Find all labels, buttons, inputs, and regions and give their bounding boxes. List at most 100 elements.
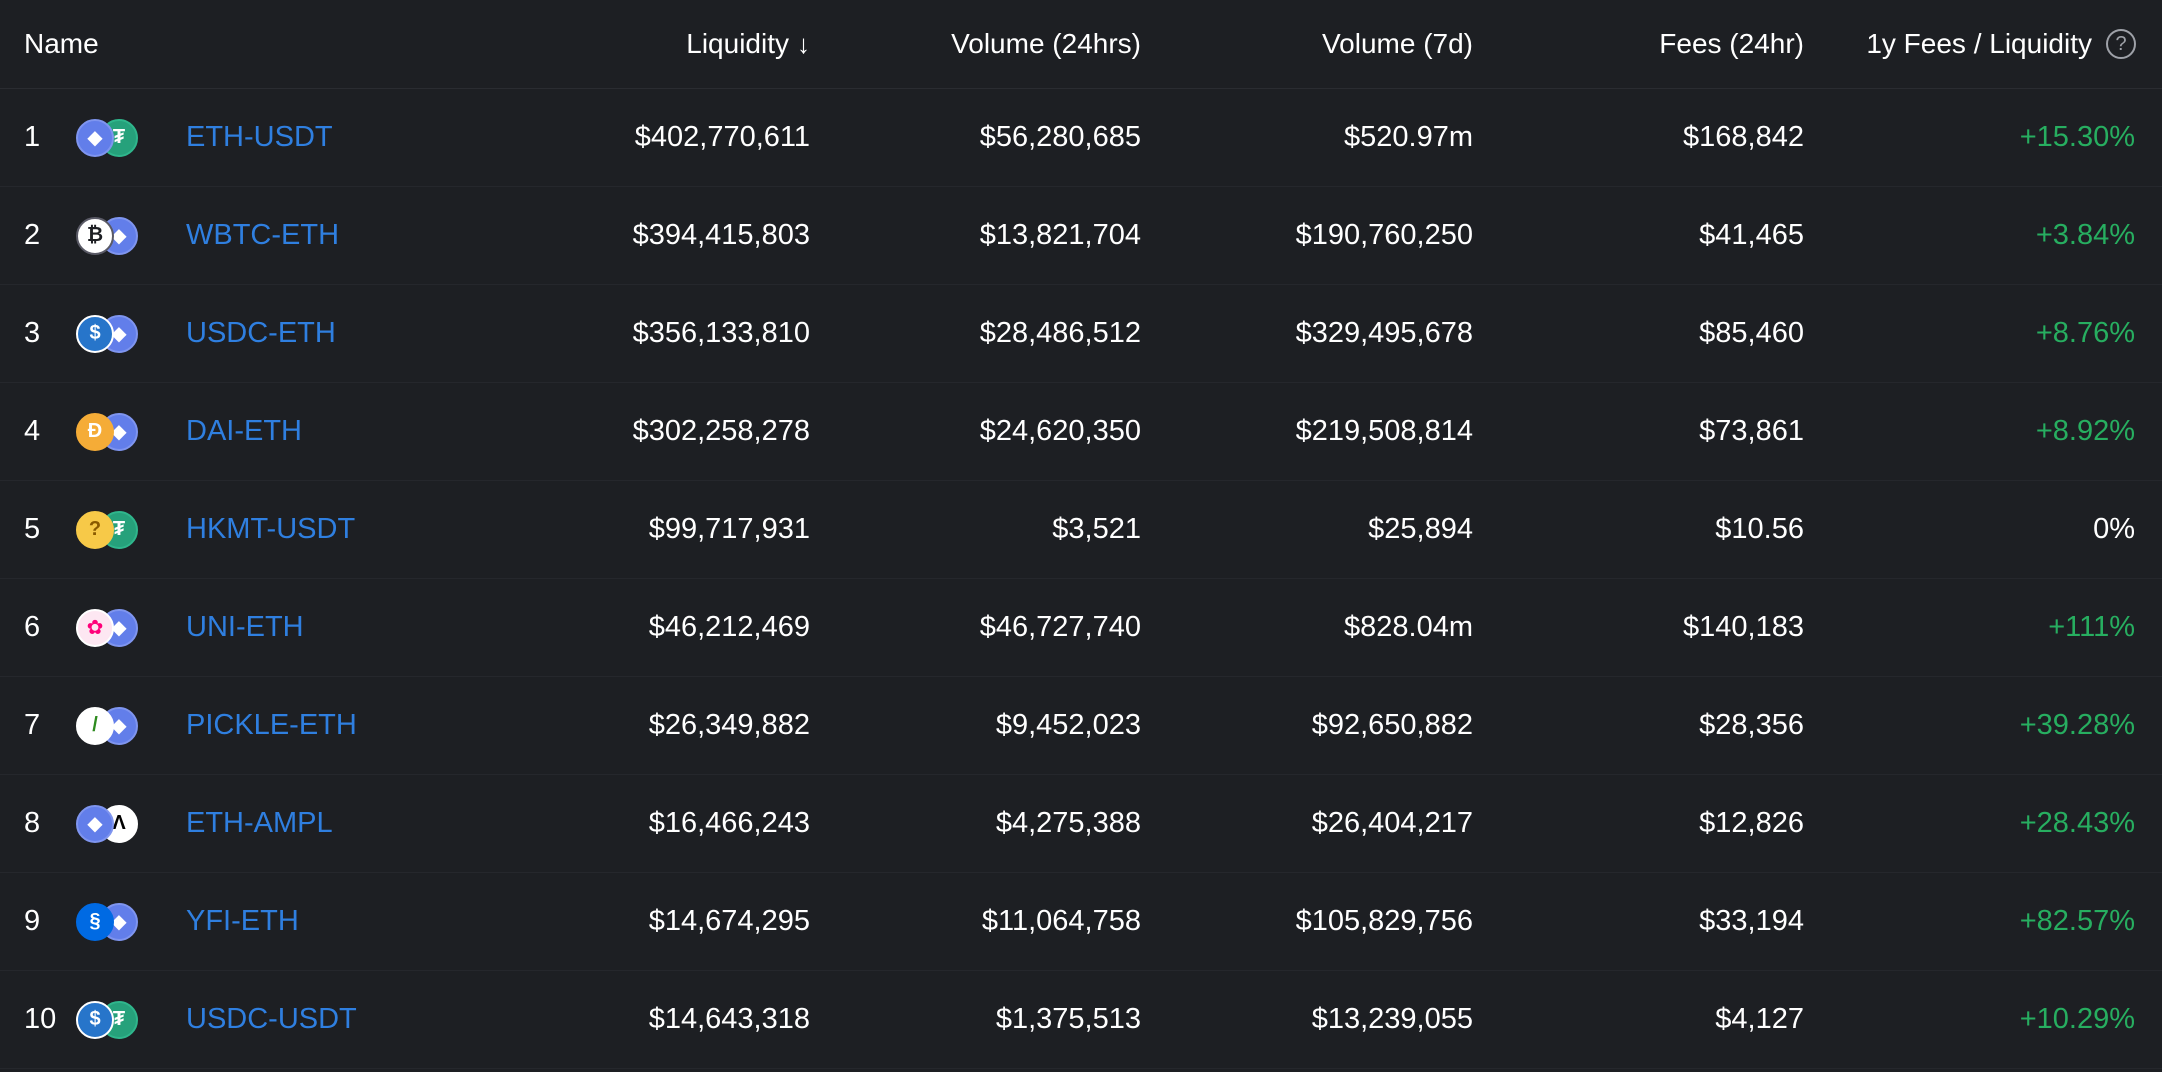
fees-liquidity-value: +28.43% <box>2019 807 2135 839</box>
liquidity-value: $402,770,611 <box>634 121 810 153</box>
pickle-icon: / <box>76 706 114 745</box>
fees-24h-value: $10.56 <box>1715 513 1804 545</box>
column-header-liquidity[interactable]: Liquidity ↓ <box>686 0 810 88</box>
pair-link[interactable]: DAI-ETH <box>186 415 302 447</box>
token-pair-icons: / ◆ <box>76 677 148 774</box>
pair-link[interactable]: UNI-ETH <box>186 611 304 643</box>
fees-24h-value: $168,842 <box>1683 121 1804 153</box>
volume-7d-value: $828.04m <box>1344 611 1473 643</box>
pair-link[interactable]: USDC-USDT <box>186 1003 357 1035</box>
liquidity-value: $356,133,810 <box>632 317 810 349</box>
fees-liquidity-value: 0% <box>2093 513 2135 545</box>
rank: 1 <box>24 121 41 153</box>
column-header-fees-liquidity-label: 1y Fees / Liquidity <box>1866 28 2092 59</box>
fees-liquidity-value: +8.92% <box>2035 415 2135 447</box>
rank: 8 <box>24 807 41 839</box>
volume-24h-value: $56,280,685 <box>979 121 1141 153</box>
column-header-volume-7d[interactable]: Volume (7d) <box>1322 28 1473 59</box>
pair-link[interactable]: HKMT-USDT <box>186 513 356 545</box>
table-row[interactable]: 1 ◆ ₮ ETH-USDT $402,770,611 $56,280,685 $… <box>0 89 2162 187</box>
yfi-icon: § <box>76 902 114 941</box>
liquidity-value: $99,717,931 <box>648 513 810 545</box>
liquidity-value: $16,466,243 <box>648 807 810 839</box>
volume-7d-value: $92,650,882 <box>1311 709 1473 741</box>
liquidity-value: $14,643,318 <box>648 1003 810 1035</box>
token-pair-icons: ₿ ◆ <box>76 187 148 284</box>
table-row[interactable]: 5 ? ₮ HKMT-USDT $99,717,931 $3,521 $25,89… <box>0 481 2162 579</box>
rank: 2 <box>24 219 41 251</box>
rank: 6 <box>24 611 41 643</box>
volume-24h-value: $24,620,350 <box>979 415 1141 447</box>
volume-24h-value: $13,821,704 <box>979 219 1141 251</box>
usdc-icon: $ <box>76 1000 114 1039</box>
fees-liquidity-value: +10.29% <box>2019 1003 2135 1035</box>
token-pair-icons: ✿ ◆ <box>76 579 148 676</box>
usdc-icon: $ <box>76 314 114 353</box>
volume-24h-value: $4,275,388 <box>995 807 1141 839</box>
volume-7d-value: $105,829,756 <box>1295 905 1473 937</box>
pair-link[interactable]: ETH-AMPL <box>186 807 333 839</box>
volume-7d-value: $13,239,055 <box>1311 1003 1473 1035</box>
column-header-name[interactable]: Name <box>24 28 99 59</box>
table-row[interactable]: 8 ◆ Λ ETH-AMPL $16,466,243 $4,275,388 $26… <box>0 775 2162 873</box>
column-header-fees-liquidity[interactable]: 1y Fees / Liquidity ? <box>1866 0 2136 88</box>
fees-24h-value: $4,127 <box>1715 1003 1804 1035</box>
token-pair-icons: ◆ ₮ <box>76 89 148 186</box>
volume-24h-value: $11,064,758 <box>981 905 1141 937</box>
fees-24h-value: $140,183 <box>1683 611 1804 643</box>
volume-24h-value: $46,727,740 <box>979 611 1141 643</box>
fees-24h-value: $28,356 <box>1699 709 1804 741</box>
table-row[interactable]: 6 ✿ ◆ UNI-ETH $46,212,469 $46,727,740 $82… <box>0 579 2162 677</box>
pair-link[interactable]: WBTC-ETH <box>186 219 340 251</box>
liquidity-value: $14,674,295 <box>648 905 810 937</box>
table-row[interactable]: 10 $ ₮ USDC-USDT $14,643,318 $1,375,513 $… <box>0 971 2162 1069</box>
liquidity-value: $302,258,278 <box>632 415 810 447</box>
fees-liquidity-value: +8.76% <box>2035 317 2135 349</box>
rank: 4 <box>24 415 41 447</box>
column-header-fees-24h[interactable]: Fees (24hr) <box>1659 28 1804 59</box>
volume-24h-value: $28,486,512 <box>979 317 1141 349</box>
token-pair-icons: $ ◆ <box>76 285 148 382</box>
volume-7d-value: $520.97m <box>1344 121 1473 153</box>
pair-link[interactable]: ETH-USDT <box>186 121 333 153</box>
token-pair-icons: § ◆ <box>76 873 148 970</box>
volume-7d-value: $190,760,250 <box>1295 219 1473 251</box>
eth-icon: ◆ <box>76 118 114 157</box>
column-header-liquidity-label: Liquidity <box>686 28 789 59</box>
eth-icon: ◆ <box>76 804 114 843</box>
liquidity-value: $394,415,803 <box>632 219 810 251</box>
table-header: Name Liquidity ↓ Volume (24hrs) Volume (… <box>0 0 2162 89</box>
uni-icon: ✿ <box>76 608 114 647</box>
fees-24h-value: $41,465 <box>1699 219 1804 251</box>
table-row[interactable]: 4 Đ ◆ DAI-ETH $302,258,278 $24,620,350 $2… <box>0 383 2162 481</box>
pair-link[interactable]: YFI-ETH <box>186 905 299 937</box>
volume-24h-value: $3,521 <box>1052 513 1141 545</box>
fees-24h-value: $12,826 <box>1699 807 1804 839</box>
volume-7d-value: $25,894 <box>1368 513 1473 545</box>
table-row[interactable]: 7 /◆ PICKLE-ETH $26,349,882 $9,452,023 $… <box>0 677 2162 775</box>
table-row[interactable]: 3 $ ◆ USDC-ETH $356,133,810 $28,486,512 $… <box>0 285 2162 383</box>
token-pair-icons: ? ₮ <box>76 481 148 578</box>
fees-liquidity-value: +3.84% <box>2035 219 2135 251</box>
volume-24h-value: $9,452,023 <box>995 709 1141 741</box>
rank: 3 <box>24 317 41 349</box>
pair-link[interactable]: PICKLE-ETH <box>186 709 357 741</box>
token-pair-icons: ◆ Λ <box>76 775 148 872</box>
sort-down-arrow-icon: ↓ <box>797 28 810 59</box>
pair-link[interactable]: USDC-ETH <box>186 317 336 349</box>
fees-24h-value: $73,861 <box>1699 415 1804 447</box>
dai-icon: Đ <box>76 412 114 451</box>
fees-liquidity-value: +111% <box>2048 611 2135 643</box>
volume-7d-value: $26,404,217 <box>1311 807 1473 839</box>
volume-7d-value: $329,495,678 <box>1295 317 1473 349</box>
liquidity-value: $26,349,882 <box>648 709 810 741</box>
rank: 10 <box>24 1003 57 1035</box>
table-row[interactable]: 2 ₿ ◆ WBTC-ETH $394,415,803 $13,821,704 $… <box>0 187 2162 285</box>
liquidity-value: $46,212,469 <box>648 611 810 643</box>
column-header-volume-24h[interactable]: Volume (24hrs) <box>951 28 1141 59</box>
fees-liquidity-value: +82.57% <box>2019 905 2135 937</box>
question-mark-icon[interactable]: ? <box>2106 29 2136 59</box>
table-row[interactable]: 9 § ◆ YFI-ETH $14,674,295 $11,064,758 $10… <box>0 873 2162 971</box>
fees-liquidity-value: +15.30% <box>2019 121 2135 153</box>
